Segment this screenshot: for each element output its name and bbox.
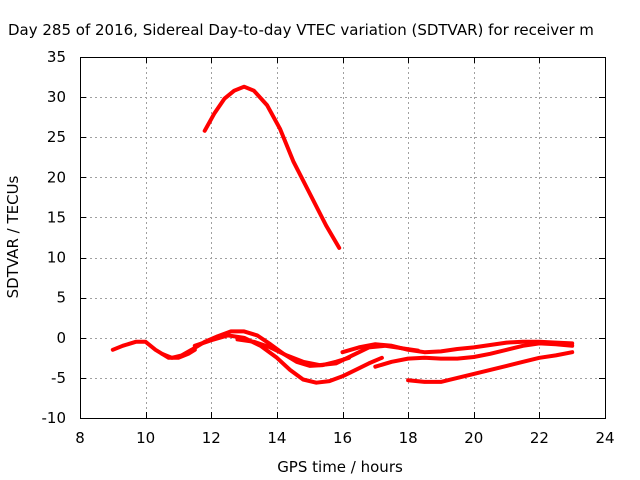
x-tick-label: 12 <box>202 429 221 447</box>
x-tick-label: 16 <box>333 429 352 447</box>
plot-frame <box>80 57 606 419</box>
x-axis-label: GPS time / hours <box>277 458 403 476</box>
y-tick-label: 0 <box>56 329 66 347</box>
y-tick-label: 20 <box>47 168 66 186</box>
x-tick-label: 22 <box>530 429 549 447</box>
y-axis-label: SDTVAR / TECUs <box>4 175 22 298</box>
series-arc-e <box>340 339 575 355</box>
y-tick-labels: -10 -5 0 5 10 15 20 25 30 35 <box>42 48 67 427</box>
y-tick-label: 30 <box>47 88 66 106</box>
y-tick-label: -5 <box>51 369 66 387</box>
series-arc-c <box>192 333 384 385</box>
chart-title: Day 285 of 2016, Sidereal Day-to-day VTE… <box>8 21 594 39</box>
y-tick-label: 5 <box>56 289 66 307</box>
x-tick-label: 18 <box>399 429 418 447</box>
x-tick-label: 10 <box>136 429 155 447</box>
grid-lines <box>80 57 605 418</box>
series-arc-high <box>202 84 342 250</box>
x-tick-label: 8 <box>75 429 85 447</box>
series-arc-f <box>373 341 575 369</box>
y-tick-label: -10 <box>42 409 67 427</box>
y-tick-label: 25 <box>47 128 66 146</box>
tick-marks <box>80 57 606 419</box>
series-arc-g <box>406 350 575 384</box>
x-tick-label: 24 <box>595 429 614 447</box>
y-tick-label: 15 <box>47 208 66 226</box>
x-tick-label: 20 <box>464 429 483 447</box>
y-tick-label: 10 <box>47 249 66 267</box>
series-arc-b <box>160 329 352 368</box>
x-tick-labels: 8 10 12 14 16 18 20 22 24 <box>75 429 614 447</box>
x-tick-label: 14 <box>267 429 286 447</box>
data-series <box>110 84 575 385</box>
y-tick-label: 35 <box>47 48 66 66</box>
